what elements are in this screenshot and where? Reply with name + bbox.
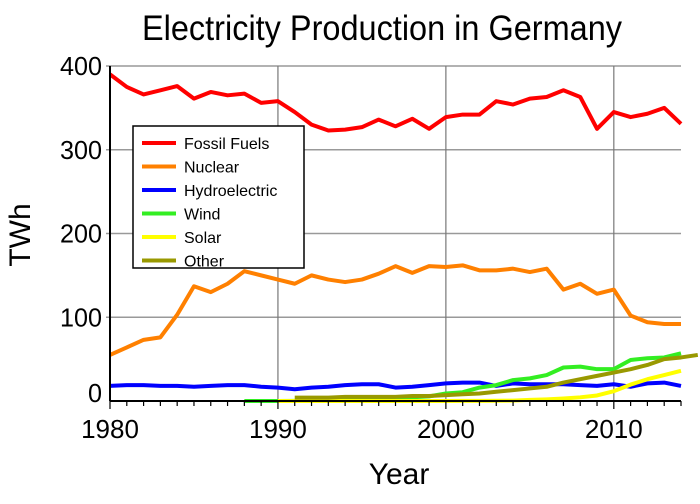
x-tick-label: 2000 <box>417 414 475 444</box>
series-line-other <box>294 352 699 400</box>
x-tick-label: 1980 <box>81 414 139 444</box>
legend-label: Hydroelectric <box>184 183 277 200</box>
legend-label: Wind <box>184 207 220 224</box>
series-line-nuclear <box>109 263 681 357</box>
legend-label: Other <box>184 254 225 271</box>
y-tick-label: 400 <box>60 51 102 81</box>
y-axis-label: TWh <box>4 203 37 266</box>
chart-title: Electricity Production in Germany <box>142 9 622 48</box>
legend-label: Solar <box>184 230 222 247</box>
y-tick-label: 300 <box>60 135 102 165</box>
axes: 0 100 200 300 400 1980 1990 2000 2010 <box>60 51 682 444</box>
x-tick-label: 2010 <box>585 414 643 444</box>
series-line-fossil-fuels <box>108 72 683 133</box>
legend-label: Fossil Fuels <box>184 136 269 153</box>
series-line-hydroelectric <box>109 380 682 392</box>
x-tick-label: 1990 <box>249 414 307 444</box>
legend-label: Nuclear <box>184 160 240 177</box>
y-tick-label: 100 <box>60 302 102 332</box>
y-tick-label: 200 <box>60 219 102 249</box>
x-axis-label: Year <box>369 458 430 491</box>
y-tick-label: 0 <box>88 378 102 408</box>
legend: Fossil Fuels Nuclear Hydroelectric Wind Sola… <box>132 125 305 271</box>
legend-box <box>132 125 305 269</box>
